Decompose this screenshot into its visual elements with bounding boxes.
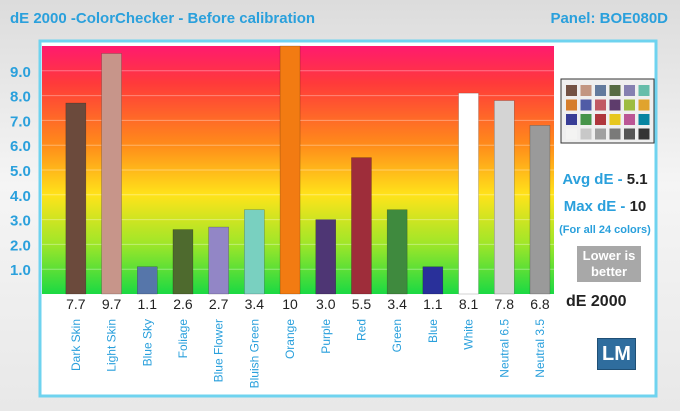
value-label: 6.8 [530, 296, 550, 312]
y-tick-label: 2.0 [10, 237, 31, 254]
lower-is-better-badge: Lower is better [577, 246, 641, 282]
lower-line-1: Lower is [582, 248, 636, 263]
swatch [638, 114, 650, 125]
colorchecker-swatches [566, 85, 650, 140]
category-label: Purple [319, 319, 333, 354]
swatch [566, 85, 577, 96]
swatch [566, 99, 577, 111]
swatch [638, 85, 650, 96]
swatch [595, 99, 606, 111]
swatch [566, 128, 577, 140]
value-label: 5.5 [352, 296, 372, 312]
max-de-value: 10 [629, 198, 647, 215]
y-tick-label: 8.0 [10, 89, 31, 106]
swatch [595, 85, 606, 96]
category-label: Green [390, 319, 404, 352]
y-tick-label: 5.0 [10, 163, 31, 180]
category-label: Blue Flower [212, 319, 226, 382]
bar [458, 92, 479, 295]
value-label: 2.7 [209, 296, 229, 312]
category-label: Blue [426, 319, 440, 343]
bar [386, 209, 408, 295]
swatch [624, 85, 635, 96]
value-labels: 7.7 9.7 1.1 2.6 2.7 3.4 10 3.0 5.5 3.4 1.1 8.1 7.8 6.… [66, 296, 550, 312]
bar [208, 226, 229, 295]
max-de-label: Max dE - 10 [563, 198, 647, 215]
value-label: 7.8 [495, 296, 515, 312]
value-label: 3.0 [316, 296, 336, 312]
bar [494, 100, 515, 295]
lm-logo: LM [597, 338, 636, 370]
y-tick-label: 6.0 [10, 138, 31, 155]
swatch [638, 128, 650, 140]
bar [244, 209, 265, 295]
bar [101, 53, 122, 295]
value-label: 3.4 [245, 296, 265, 312]
avg-de-value: 5.1 [626, 171, 648, 188]
y-tick-label: 7.0 [10, 113, 31, 130]
category-label: Light Skin [105, 319, 119, 372]
value-label: 9.7 [102, 296, 122, 312]
category-label: Neutral 3.5 [533, 319, 547, 378]
bars [65, 45, 551, 295]
swatch [624, 114, 635, 125]
y-axis-ticks: 1.0 2.0 3.0 4.0 5.0 6.0 7.0 8.0 9.0 [10, 64, 31, 279]
swatch [609, 128, 621, 140]
value-label: 1.1 [138, 296, 158, 312]
bar [529, 125, 551, 295]
category-label: Neutral 6.5 [497, 319, 511, 378]
de-unit-label: dE 2000 [566, 293, 627, 310]
bar [279, 45, 301, 295]
bar [137, 266, 158, 295]
y-tick-label: 9.0 [10, 64, 31, 81]
bar [351, 157, 372, 295]
value-label: 8.1 [459, 296, 479, 312]
swatch [580, 114, 592, 125]
swatch [609, 99, 621, 111]
swatch [580, 85, 592, 96]
colors-note: (For all 24 colors) [559, 224, 651, 236]
swatch [566, 114, 577, 125]
swatch [580, 99, 592, 111]
category-label: Dark Skin [69, 319, 83, 371]
category-label: Orange [283, 319, 297, 359]
swatch [609, 114, 621, 125]
bar [422, 266, 444, 295]
y-tick-label: 4.0 [10, 188, 31, 205]
panel-label: Panel: BOE080D [550, 10, 668, 27]
value-label: 1.1 [423, 296, 443, 312]
swatch [595, 128, 606, 140]
lower-line-2: better [590, 264, 628, 279]
swatch [609, 85, 621, 96]
swatch [580, 128, 592, 140]
swatch [638, 99, 650, 111]
bar [65, 102, 87, 295]
value-label: 3.4 [387, 296, 407, 312]
swatch [595, 114, 606, 125]
category-labels: Dark Skin Light Skin Blue Sky Foliage Blue F… [69, 319, 547, 389]
category-label: Red [354, 319, 368, 341]
value-label: 2.6 [173, 296, 193, 312]
bar [315, 219, 336, 295]
category-label: White [462, 319, 476, 350]
category-label: Blue Sky [140, 319, 154, 366]
y-tick-label: 3.0 [10, 213, 31, 230]
category-label: Bluish Green [247, 319, 261, 388]
value-label: 7.7 [66, 296, 86, 312]
value-label: 10 [282, 296, 298, 312]
swatch [624, 99, 635, 111]
swatch [624, 128, 635, 140]
avg-de-label: Avg dE - 5.1 [562, 171, 648, 188]
chart-title: dE 2000 -ColorChecker - Before calibrati… [10, 10, 316, 27]
y-tick-label: 1.0 [10, 262, 31, 279]
category-label: Foliage [176, 319, 190, 359]
bar [172, 229, 194, 295]
